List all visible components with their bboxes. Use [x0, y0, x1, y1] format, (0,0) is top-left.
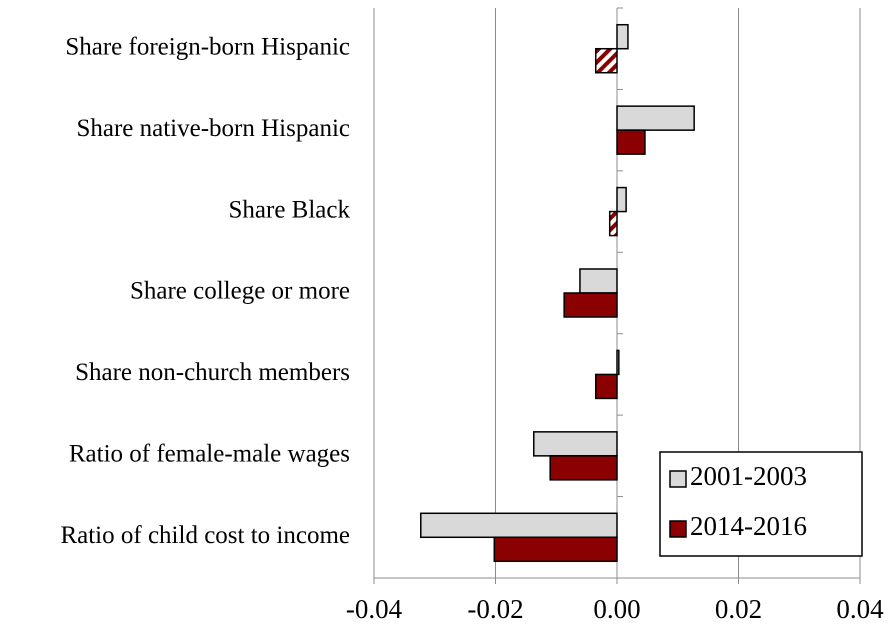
legend-box: [659, 451, 863, 557]
bar: [616, 186, 627, 213]
bar: [533, 431, 618, 457]
legend-swatch: [669, 470, 687, 488]
x-tick-label: -0.04: [346, 594, 403, 624]
bar: [493, 536, 618, 563]
y-tick-label: Ratio of child cost to income: [60, 522, 350, 549]
bar: [616, 105, 695, 131]
bar: [616, 129, 646, 155]
x-tick-label: 0.00: [593, 594, 640, 624]
bar: [594, 373, 618, 400]
y-tick-label: Share college or more: [130, 278, 350, 305]
legend-swatch: [669, 520, 687, 538]
y-tick-label: Share non-church members: [75, 359, 350, 386]
y-tick-label: Share foreign-born Hispanic: [65, 33, 350, 60]
bar: [616, 23, 629, 50]
y-tick-label: Ratio of female-male wages: [69, 441, 350, 468]
bar: [579, 268, 618, 294]
y-tick-label: Share Black: [229, 196, 351, 223]
bar: [616, 349, 620, 376]
bar: [608, 210, 618, 237]
bar: [563, 292, 618, 318]
legend-label: 2014-2016: [690, 511, 807, 541]
x-tick-label: 0.02: [715, 594, 762, 624]
bar: [594, 47, 618, 74]
y-tick-label: Share native-born Hispanic: [76, 115, 350, 142]
bar: [549, 455, 618, 481]
bar: [420, 512, 618, 539]
x-tick-label: -0.02: [467, 594, 523, 624]
x-tick-label: 0.04: [836, 594, 884, 624]
legend-label: 2001-2003: [690, 461, 807, 491]
